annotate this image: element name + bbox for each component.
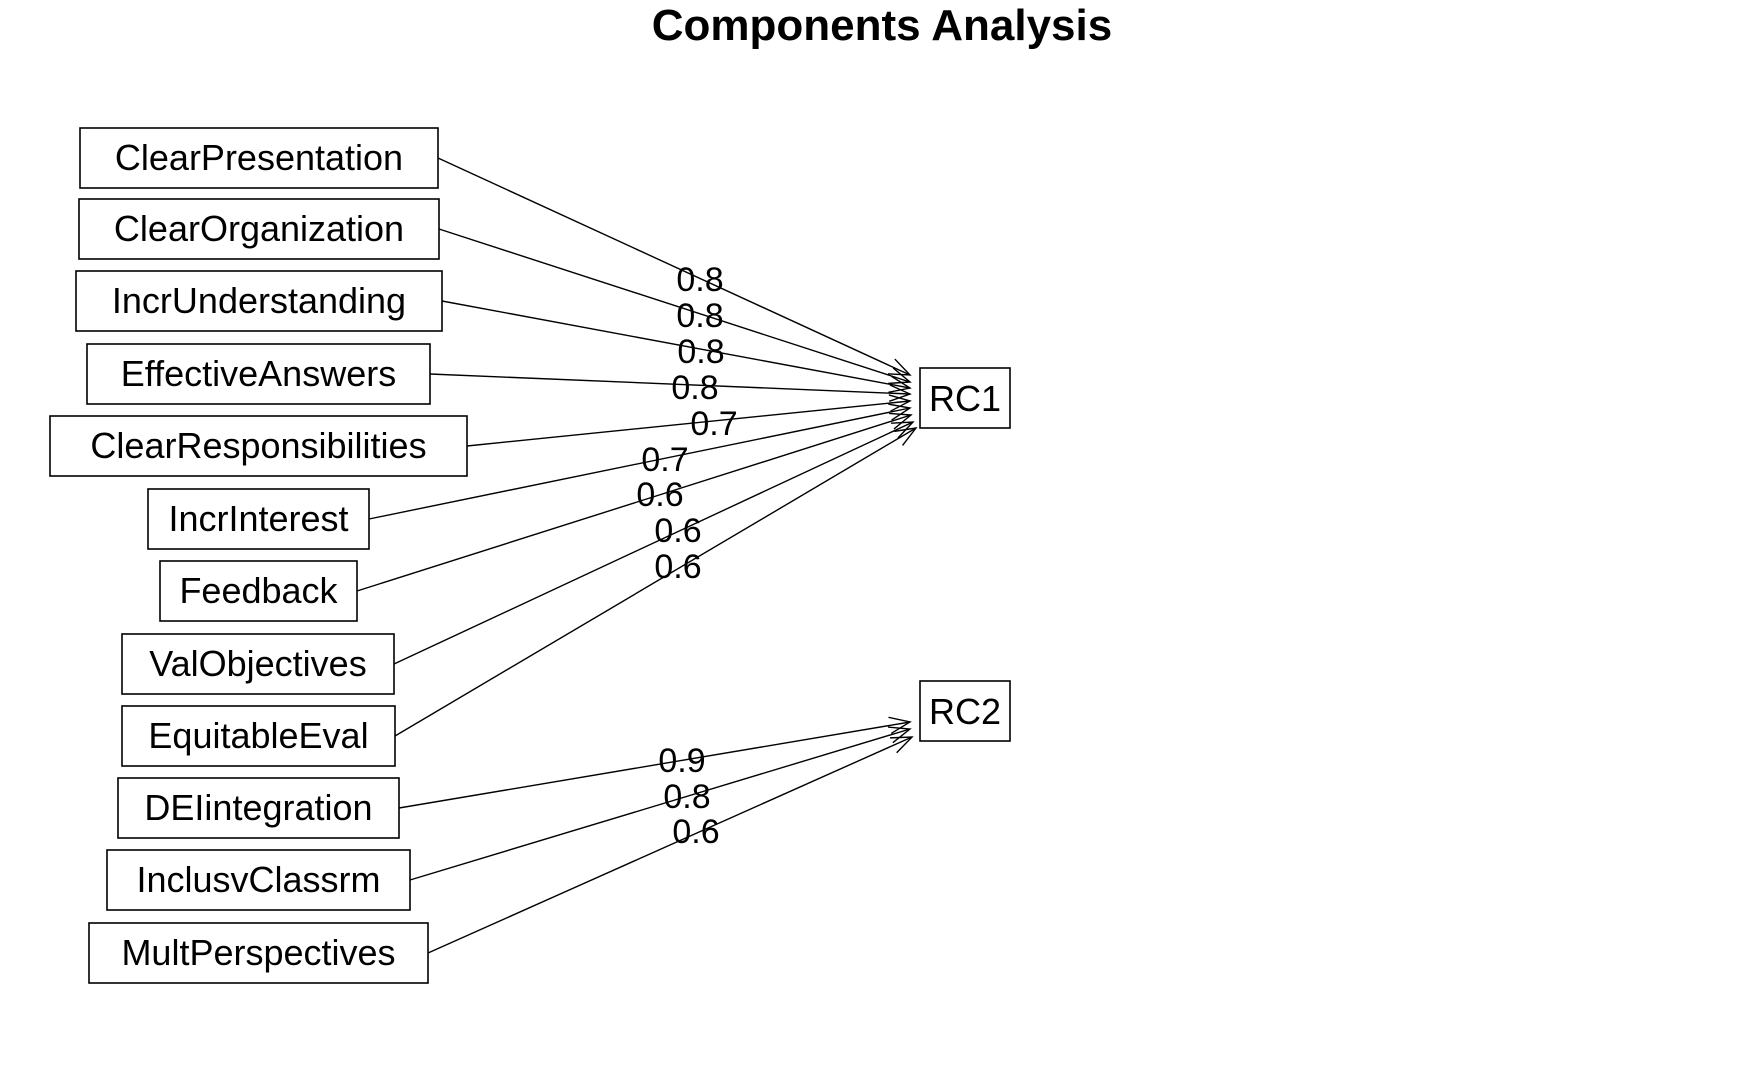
variable-box (49, 415, 468, 477)
variable-box (159, 560, 358, 622)
loading-edge-clearresponsibilities-rc1 (466, 394, 912, 447)
component-node-rc1: RC1 (919, 367, 1011, 429)
variable-label: ClearResponsibilities (90, 425, 426, 466)
edge-line (356, 414, 912, 592)
arrow-head (889, 384, 912, 402)
variable-label: ClearOrganization (114, 208, 404, 249)
loading-edge-valobjectives-rc1 (393, 421, 915, 665)
loading-edge-deiintegration-rc2 (398, 716, 912, 809)
loading-value-label: 0.8 (676, 261, 723, 299)
variable-box (117, 777, 400, 839)
arrow-head (888, 716, 912, 735)
component-box (919, 680, 1011, 742)
diagram-title: Components Analysis (652, 1, 1112, 50)
edge-line (394, 427, 917, 737)
variable-box (86, 343, 431, 405)
variable-label: Feedback (179, 570, 338, 611)
variable-node-incrinterest: IncrInterest (147, 488, 370, 550)
nodes-layer: ClearPresentation ClearOrganization IncrUn… (49, 127, 1011, 984)
variable-node-incrunderstanding: IncrUnderstanding (75, 270, 443, 332)
variable-node-multperspectives: MultPerspectives (88, 922, 429, 984)
variable-node-feedback: Feedback (159, 560, 358, 622)
edge-line (368, 407, 911, 520)
loading-edge-clearorganization-rc1 (438, 228, 912, 385)
loading-edge-incrunderstanding-rc1 (441, 300, 912, 393)
loading-value-label: 0.8 (671, 369, 718, 407)
arrow-head (888, 403, 912, 421)
arrow-head (888, 375, 912, 393)
loading-edge-feedback-rc1 (356, 412, 913, 592)
variable-label: EquitableEval (148, 715, 368, 756)
variable-node-inclusvclassrm: InclusvClassrm (106, 849, 411, 911)
loading-edge-clearpresentation-rc1 (437, 157, 912, 376)
loading-value-label: 0.7 (690, 405, 737, 443)
loading-value-label: 0.6 (654, 548, 701, 586)
variable-node-valobjectives: ValObjectives (121, 633, 395, 695)
component-node-rc2: RC2 (919, 680, 1011, 742)
loading-edge-effectiveanswers-rc1 (429, 373, 912, 402)
variable-label: InclusvClassrm (136, 859, 380, 900)
variable-label: EffectiveAnswers (121, 353, 396, 394)
loading-labels-layer: 0.80.80.80.80.70.70.60.60.60.90.80.6 (636, 261, 737, 851)
arrow-head (889, 736, 914, 754)
variable-node-deiintegration: DEIintegration (117, 777, 400, 839)
variable-box (75, 270, 443, 332)
arrow-head (887, 358, 912, 376)
edge-line (393, 421, 914, 665)
loading-value-label: 0.6 (672, 813, 719, 851)
edge-line (438, 228, 911, 383)
variable-box (79, 127, 439, 189)
loading-value-label: 0.6 (636, 476, 683, 514)
loading-value-label: 0.9 (658, 742, 705, 780)
variable-node-clearorganization: ClearOrganization (78, 198, 440, 260)
variable-node-clearresponsibilities: ClearResponsibilities (49, 415, 468, 477)
edge-line (409, 728, 911, 881)
variable-label: DEIintegration (144, 787, 372, 828)
variable-node-effectiveanswers: EffectiveAnswers (86, 343, 431, 405)
variable-label: ValObjectives (149, 643, 366, 684)
variable-label: MultPerspectives (121, 932, 395, 973)
variable-box (78, 198, 440, 260)
variable-label: IncrInterest (168, 498, 348, 539)
variable-node-clearpresentation: ClearPresentation (79, 127, 439, 189)
arrow-head (888, 394, 912, 412)
edge-line (441, 300, 911, 389)
arrow-head (889, 412, 913, 430)
arrow-head (894, 427, 918, 446)
variable-node-equitableeval: EquitableEval (121, 705, 396, 767)
edge-line (427, 736, 913, 954)
component-box (919, 367, 1011, 429)
loading-edge-equitableeval-rc1 (394, 427, 918, 737)
component-label: RC2 (929, 691, 1001, 732)
loading-value-label: 0.8 (677, 333, 724, 371)
loading-edge-incrinterest-rc1 (368, 403, 912, 520)
edge-line (466, 400, 911, 447)
loading-value-label: 0.8 (676, 297, 723, 335)
arrow-head (888, 367, 912, 385)
variable-label: ClearPresentation (115, 137, 403, 178)
edges-layer (356, 157, 918, 954)
edge-line (429, 373, 911, 395)
arrow-head (890, 421, 915, 439)
edge-line (437, 157, 911, 376)
loading-value-label: 0.7 (641, 441, 688, 479)
variable-box (88, 922, 429, 984)
variable-box (121, 705, 396, 767)
variable-box (147, 488, 370, 550)
edge-line (398, 721, 911, 809)
variable-label: IncrUnderstanding (112, 280, 406, 321)
variable-box (121, 633, 395, 695)
loading-value-label: 0.8 (663, 778, 710, 816)
loading-value-label: 0.6 (654, 512, 701, 550)
component-label: RC1 (929, 378, 1001, 419)
variable-box (106, 849, 411, 911)
loading-edge-multperspectives-rc2 (427, 736, 914, 954)
